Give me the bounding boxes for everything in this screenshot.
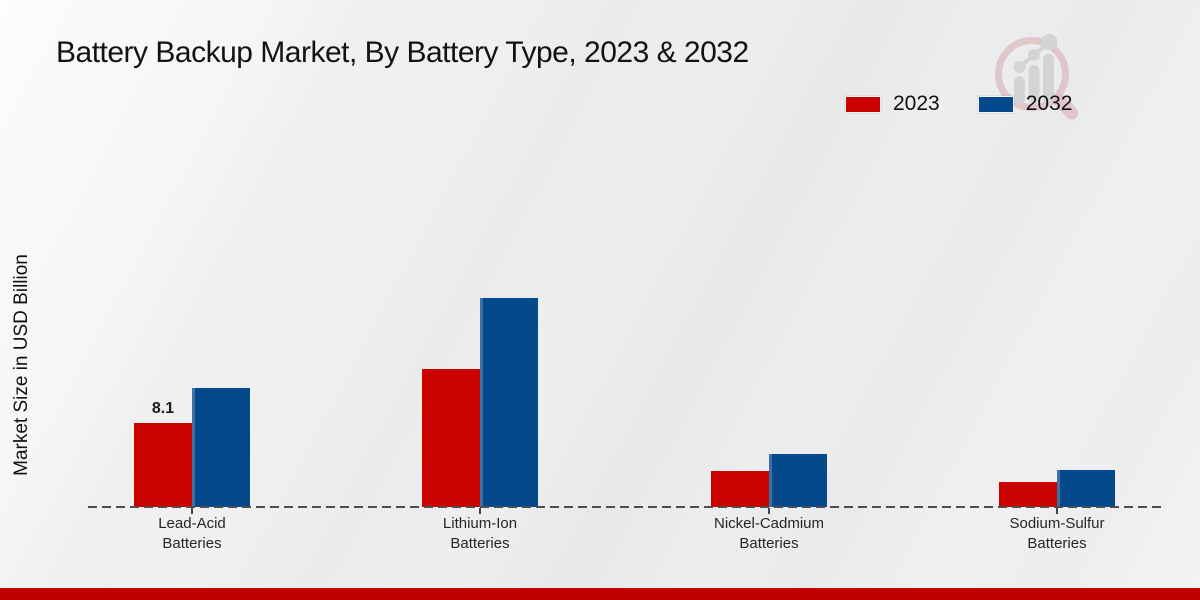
category-label-line: Nickel-Cadmium	[713, 515, 825, 532]
x-axis-tick-lithium-ion	[479, 508, 481, 514]
legend-label-2023: 2023	[893, 92, 940, 115]
category-label-line: Sodium-Sulfur	[1009, 515, 1105, 532]
bar-2023-lithium-ion[interactable]	[422, 369, 480, 507]
bar-2023-nickel-cadmium[interactable]	[711, 471, 769, 507]
x-axis-tick-lead-acid	[191, 508, 193, 514]
category-label-line: Lithium-Ion	[442, 515, 518, 532]
legend-swatch-2032	[977, 95, 1014, 113]
magnifier-bar-chart-logo-icon	[995, 34, 1079, 120]
category-label-sodium-sulfur: Sodium-Sulfur Batteries	[947, 514, 1167, 554]
value-label-2023-lead-acid: 8.1	[151, 400, 175, 417]
category-label-nickel-cadmium: Nickel-Cadmium Batteries	[659, 514, 879, 554]
category-label-line: Batteries	[162, 535, 222, 552]
x-axis-baseline	[88, 506, 1163, 508]
bar-2032-sodium-sulfur[interactable]	[1057, 470, 1115, 507]
category-label-line: Batteries	[450, 535, 510, 552]
bottom-accent-stripe	[0, 588, 1200, 600]
legend-item-2023[interactable]: 2023	[845, 92, 940, 116]
category-label-lithium-ion: Lithium-Ion Batteries	[370, 514, 590, 554]
category-label-line: Lead-Acid	[158, 515, 226, 532]
category-label-line: Batteries	[739, 535, 799, 552]
chart-title: Battery Backup Market, By Battery Type, …	[56, 36, 749, 69]
category-label-lead-acid: Lead-Acid Batteries	[82, 514, 302, 554]
legend: 2023 2032	[845, 92, 1072, 116]
category-label-line: Batteries	[1027, 535, 1087, 552]
bar-2023-lead-acid[interactable]	[134, 423, 192, 507]
legend-item-2032[interactable]: 2032	[977, 92, 1073, 116]
bar-2023-sodium-sulfur[interactable]	[999, 482, 1057, 507]
bar-2032-nickel-cadmium[interactable]	[769, 454, 827, 507]
legend-label-2032: 2032	[1025, 92, 1073, 115]
x-axis-tick-nickel-cadmium	[768, 508, 770, 514]
y-axis-label: Market Size in USD Billion	[11, 254, 32, 476]
x-axis-tick-sodium-sulfur	[1056, 508, 1058, 514]
legend-swatch-2023	[845, 95, 881, 113]
bar-2032-lithium-ion[interactable]	[480, 298, 538, 507]
bar-2032-lead-acid[interactable]	[192, 388, 250, 507]
